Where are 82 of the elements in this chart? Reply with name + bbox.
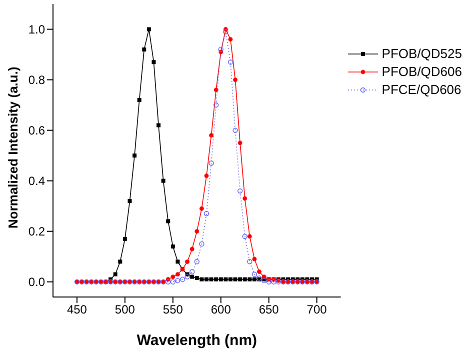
point bbox=[170, 244, 175, 248]
point bbox=[190, 269, 195, 274]
point bbox=[218, 46, 224, 52]
point bbox=[204, 277, 208, 282]
point bbox=[194, 276, 199, 280]
y-tick-label: 0.6 bbox=[28, 124, 46, 138]
x-tick-label: 550 bbox=[162, 302, 184, 317]
y-tick-label: 0.8 bbox=[28, 73, 46, 88]
point bbox=[271, 279, 276, 284]
point bbox=[142, 47, 146, 52]
point bbox=[137, 98, 142, 102]
point bbox=[146, 27, 151, 32]
point bbox=[252, 256, 257, 262]
point bbox=[209, 277, 214, 282]
point bbox=[170, 279, 176, 284]
y-axis-title: Normalized Intensity (a.u.) bbox=[6, 66, 21, 228]
x-tick-label: 450 bbox=[66, 302, 88, 317]
point bbox=[166, 219, 170, 224]
point bbox=[194, 259, 200, 264]
point bbox=[209, 133, 214, 138]
point bbox=[156, 123, 161, 128]
point bbox=[118, 260, 122, 264]
point bbox=[242, 234, 248, 239]
point bbox=[204, 174, 209, 178]
point bbox=[232, 128, 238, 133]
point bbox=[175, 278, 180, 284]
x-tick-label: 500 bbox=[114, 302, 136, 317]
point bbox=[122, 236, 127, 241]
legend-label: PFCE/QD606 bbox=[382, 81, 462, 99]
point bbox=[228, 277, 232, 282]
point bbox=[185, 259, 190, 264]
point bbox=[228, 37, 233, 42]
point bbox=[190, 246, 194, 252]
point bbox=[266, 279, 272, 284]
point bbox=[166, 279, 171, 284]
point bbox=[199, 206, 204, 211]
x-tick-label: 700 bbox=[306, 302, 328, 317]
y-tick-label: 0.2 bbox=[28, 224, 46, 239]
y-tick-label: 0.4 bbox=[28, 174, 46, 188]
point bbox=[213, 102, 219, 108]
point bbox=[224, 277, 228, 282]
x-tick-label: 600 bbox=[210, 302, 232, 317]
point bbox=[200, 277, 204, 282]
point bbox=[247, 234, 252, 239]
point bbox=[214, 88, 218, 92]
point bbox=[208, 160, 214, 166]
point bbox=[132, 154, 137, 158]
point bbox=[204, 211, 210, 216]
legend-label: PFOB/QD525 bbox=[382, 45, 462, 63]
point bbox=[228, 59, 234, 65]
point bbox=[233, 78, 238, 82]
point bbox=[242, 196, 248, 201]
point bbox=[128, 199, 132, 204]
point bbox=[170, 274, 176, 279]
point bbox=[252, 277, 256, 282]
point bbox=[199, 241, 204, 247]
point bbox=[113, 272, 118, 276]
point bbox=[176, 272, 180, 276]
x-tick-label: 650 bbox=[258, 302, 280, 317]
point bbox=[218, 277, 223, 282]
point bbox=[247, 259, 252, 264]
x-axis-title: Wavelength (nm) bbox=[136, 332, 258, 349]
point bbox=[176, 260, 180, 264]
point bbox=[214, 277, 218, 282]
y-tick-label: 1.0 bbox=[28, 22, 46, 37]
point bbox=[238, 140, 242, 146]
point bbox=[252, 272, 258, 277]
point bbox=[233, 277, 238, 282]
point bbox=[223, 29, 228, 34]
point bbox=[238, 277, 242, 282]
point bbox=[161, 178, 166, 183]
point bbox=[257, 270, 262, 274]
point bbox=[237, 188, 243, 194]
point bbox=[242, 277, 247, 282]
point bbox=[184, 274, 190, 280]
point bbox=[248, 277, 252, 282]
point bbox=[190, 274, 194, 279]
point bbox=[180, 276, 186, 282]
point bbox=[152, 60, 156, 64]
y-tick-label: 0.0 bbox=[28, 275, 46, 290]
legend-label: PFOB/QD606 bbox=[382, 63, 462, 81]
point bbox=[194, 229, 200, 234]
